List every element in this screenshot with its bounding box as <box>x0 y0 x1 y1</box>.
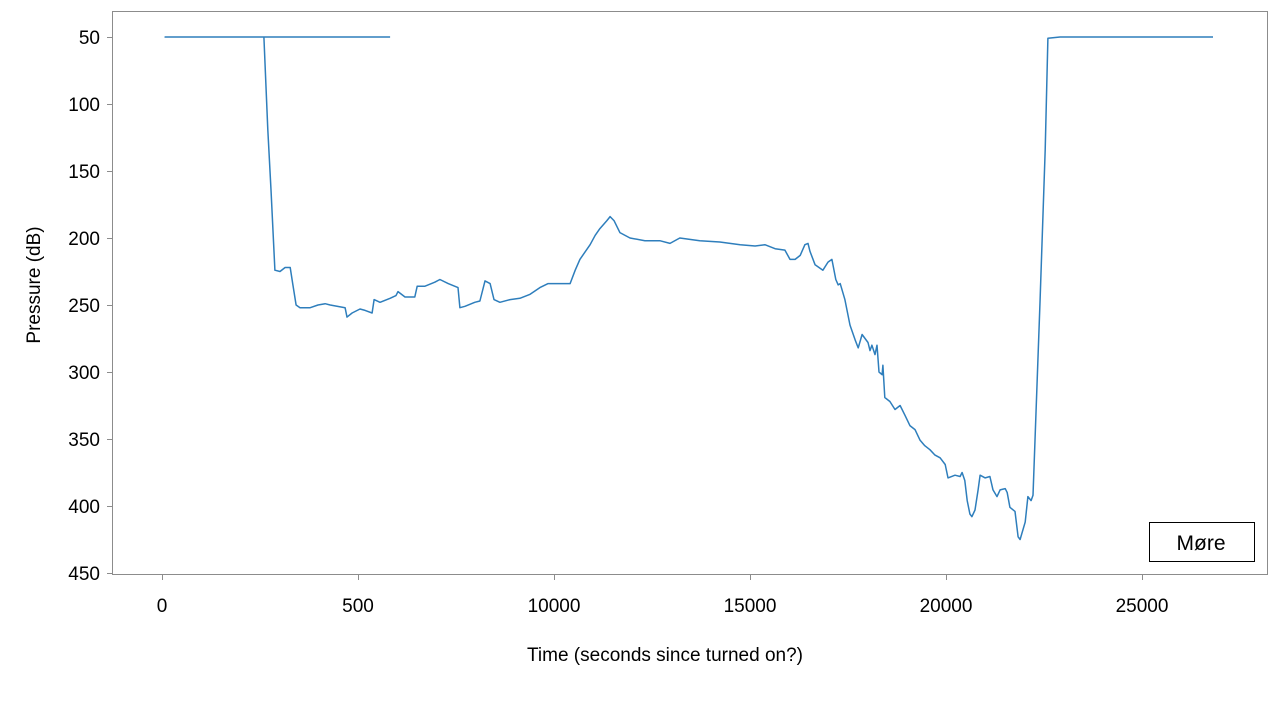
y-tick-label: 150 <box>68 162 100 183</box>
x-tick-label: 15000 <box>724 596 777 617</box>
legend-entry-more: Møre <box>1177 532 1226 555</box>
x-tick-label: 20000 <box>920 596 973 617</box>
x-tick-label: 10000 <box>528 596 581 617</box>
y-tick-label: 350 <box>68 430 100 451</box>
y-tick-label: 400 <box>68 497 100 518</box>
y-tick-label: 200 <box>68 229 100 250</box>
y-tick-label: 50 <box>79 28 100 49</box>
x-tick-label: 0 <box>157 596 168 617</box>
x-tick-label: 500 <box>342 596 374 617</box>
x-axis-label: Time (seconds since turned on?) <box>527 645 803 666</box>
y-axis-ticks: 50 100 150 200 250 300 350 400 450 <box>68 28 112 585</box>
y-tick-label: 100 <box>68 95 100 116</box>
legend-box <box>1149 522 1255 562</box>
plot-area-border <box>112 11 1268 575</box>
x-axis-ticks: 0 500 10000 15000 20000 25000 <box>157 574 1169 617</box>
y-tick-label: 450 <box>68 564 100 585</box>
series-line-more <box>164 36 1213 541</box>
series-layer <box>164 36 1213 541</box>
y-tick-label: 300 <box>68 363 100 384</box>
y-axis-label: Pressure (dB) <box>24 226 45 343</box>
x-tick-label: 25000 <box>1116 596 1169 617</box>
y-tick-label: 250 <box>68 296 100 317</box>
legend: Møre <box>1149 522 1255 562</box>
